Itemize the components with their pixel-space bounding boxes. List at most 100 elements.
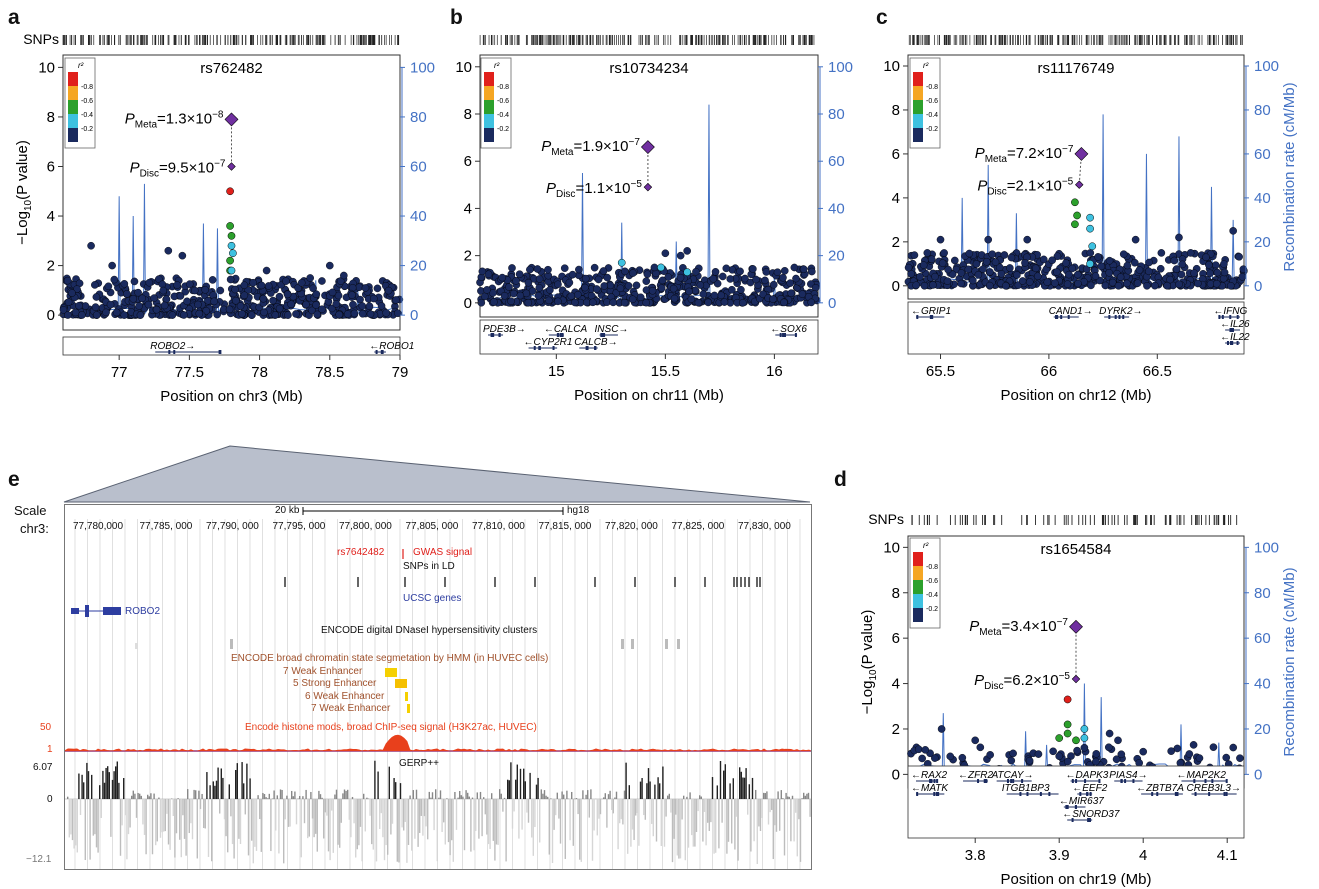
scale-label: Scale (14, 503, 47, 518)
snp-point (370, 294, 378, 303)
gerp-bar-positive (292, 796, 294, 799)
gerp-bar-positive (686, 796, 688, 799)
snp-point (1007, 756, 1016, 765)
gerp-bar-negative (511, 799, 514, 829)
gerp-bar-positive (667, 795, 669, 799)
gerp-bar-positive (268, 793, 270, 799)
lead-snp-title: rs11176749 (1037, 60, 1114, 77)
snp-point (594, 275, 603, 284)
gene-exon (601, 333, 604, 337)
gerp-bar-positive (105, 767, 107, 799)
snp-point (343, 310, 352, 318)
gene-label: ←SNORD37 (1062, 809, 1120, 820)
snp-point (334, 291, 343, 300)
gerp-bar-positive (649, 781, 651, 799)
gerp-bar-negative (204, 799, 206, 829)
gene-exon (492, 333, 495, 337)
ld-snp-point (1080, 734, 1089, 742)
gerp-bar-positive (587, 790, 589, 799)
snp-point (1145, 267, 1153, 276)
gene-label: CAND1→ (1049, 306, 1093, 317)
gerp-bar-negative (225, 799, 227, 837)
gerp-bar-positive (214, 785, 216, 799)
gene-exon (936, 779, 939, 783)
gerp-bar-negative (495, 799, 498, 845)
gene-exon (1120, 779, 1123, 783)
r2-legend-level: -0.6 (926, 578, 938, 585)
gene-label: ITGB1BP3 (1002, 783, 1050, 794)
r2-legend-swatch (484, 128, 494, 142)
snp-point (1133, 279, 1142, 287)
plot-frame (907, 535, 1245, 789)
gene-label: CALCB→ (574, 337, 617, 348)
y2-tick-label: 60 (1254, 630, 1271, 647)
snp-point (1063, 280, 1072, 288)
snp-point (91, 303, 100, 311)
snp-point (210, 297, 218, 306)
plot-frame (907, 54, 1245, 300)
gerp-bar-negative (172, 799, 174, 816)
gerp-bar-negative (427, 799, 429, 840)
gerp-bar-positive (700, 796, 702, 799)
snp-point (1031, 264, 1040, 273)
gerp-bar-negative (451, 799, 453, 841)
gerp-bar-negative (638, 799, 640, 846)
gene-exon (916, 315, 919, 319)
lead-snp-title: rs1654584 (1041, 541, 1112, 558)
gerp-bar-negative (119, 799, 122, 856)
y-tick-label: 4 (892, 190, 900, 207)
snp-point (773, 268, 782, 277)
snp-point (350, 309, 359, 318)
snp-point (340, 271, 348, 280)
gerp-bar-positive (91, 774, 93, 799)
snp-point (312, 301, 320, 309)
position-label: 77,795, 000 (272, 521, 326, 532)
gerp-bar-negative (695, 799, 698, 833)
ld-snp-point (617, 258, 626, 267)
snp-point (195, 309, 204, 318)
gerp-bar-negative (795, 799, 797, 813)
gerp-bar-negative (494, 799, 496, 861)
state-label-1: 7 Weak Enhancer (283, 666, 363, 677)
gene-exon (1060, 315, 1063, 319)
snp-point (216, 286, 225, 295)
gerp-bar-negative (70, 799, 72, 835)
gerp-bar-negative (470, 799, 472, 852)
snp-point (1220, 268, 1229, 277)
snp-points-background (904, 227, 1248, 290)
snp-point (1073, 746, 1081, 755)
zoom-connector (63, 445, 811, 503)
snp-point (946, 752, 955, 761)
gerp-bar-negative (771, 799, 773, 810)
gerp-bar-positive (193, 789, 195, 799)
gerp-bar-positive (523, 768, 525, 799)
gene-exon (1122, 315, 1125, 319)
gene-exon (1065, 805, 1068, 809)
gerp-bar-negative (735, 799, 738, 817)
y2-tick-label: 0 (828, 295, 836, 312)
gerp-bar-negative (94, 799, 96, 835)
gerp-bar-negative (505, 799, 507, 862)
gene-label: ROBO2→ (150, 341, 195, 352)
snp-point (1074, 279, 1082, 288)
gene-exon (1010, 779, 1013, 783)
gerp-bar-negative (521, 799, 523, 830)
gerp-bar-negative (295, 799, 298, 825)
gene-exon (219, 350, 222, 354)
snp-point (297, 279, 306, 287)
gerp-bar-negative (753, 799, 755, 842)
snp-point (515, 270, 524, 278)
snp-point (971, 736, 979, 745)
gerp-bar-positive (543, 790, 546, 799)
gerp-bar-positive (345, 790, 347, 799)
gerp-bar-negative (417, 799, 419, 847)
gerp-bar-negative (598, 799, 600, 819)
snp-point (1157, 249, 1166, 257)
gerp-bar-negative (223, 799, 226, 820)
pmeta-annotation: PMeta=3.4×10−7 (969, 617, 1068, 638)
r2-legend-level: -0.2 (926, 606, 938, 613)
y-tick-label: 0 (464, 295, 472, 312)
gerp-bar-negative (715, 799, 717, 853)
ld-snp-point (1073, 211, 1081, 220)
snp-point (696, 281, 705, 289)
